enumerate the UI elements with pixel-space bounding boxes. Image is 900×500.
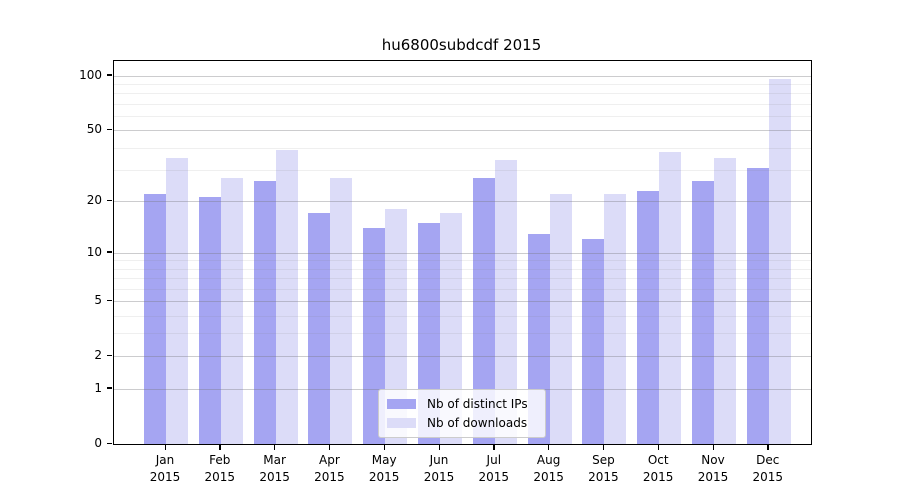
gridline-minor-3 [114, 333, 811, 335]
gridline-minor-80 [114, 93, 811, 95]
legend-label-downloads: Nb of downloads [427, 416, 528, 430]
gridline-minor-30 [114, 170, 811, 172]
bar-distinct-ips-jul [472, 178, 495, 444]
y-tick-label-50: 50 [86, 122, 102, 137]
chart-title: hu6800subdcdf 2015 [381, 36, 542, 54]
x-tick-mark-jan [164, 444, 166, 450]
bar-distinct-ips-oct [637, 190, 660, 444]
gridline-minor-70 [114, 104, 811, 105]
bar-downloads-nov [714, 158, 736, 444]
bar-distinct-ips-feb [198, 197, 221, 444]
gridline-major-10 [114, 252, 811, 254]
x-tick-mark-apr [328, 444, 331, 450]
gridline-major-20 [114, 201, 811, 203]
bar-downloads-jun [440, 213, 462, 444]
x-tick-mark-feb [219, 444, 221, 450]
y-tick-label-20: 20 [86, 193, 102, 208]
bar-distinct-ips-sep [582, 239, 605, 444]
gridline-minor-6 [114, 288, 811, 290]
x-tick-label-feb: Feb 2015 [204, 453, 236, 484]
bar-distinct-ips-mar [253, 181, 276, 444]
bar-downloads-sep [604, 193, 627, 444]
legend: Nb of distinct IPs Nb of downloads [378, 389, 546, 438]
x-tick-label-aug: Aug 2015 [533, 453, 564, 484]
x-tick-label-jun: Jun 2015 [423, 453, 455, 484]
bar-downloads-jul [494, 160, 517, 444]
y-tick-label-2: 2 [94, 348, 102, 363]
bar-downloads-aug [549, 193, 572, 444]
gridline-minor-9 [114, 260, 811, 262]
y-tick-mark-50 [107, 128, 112, 131]
x-tick-label-nov: Nov 2015 [697, 453, 729, 484]
bar-distinct-ips-dec [746, 167, 769, 444]
x-tick-label-oct: Oct 2015 [642, 453, 674, 484]
bar-downloads-may [385, 209, 408, 444]
y-tick-mark-2 [107, 354, 112, 357]
bar-downloads-apr [330, 178, 353, 444]
x-tick-mark-jun [438, 444, 440, 450]
bar-downloads-feb [220, 178, 243, 444]
x-tick-label-dec: Dec 2015 [752, 453, 784, 484]
legend-label-distinct-ips: Nb of distinct IPs [427, 397, 528, 411]
x-tick-label-may: May 2015 [368, 453, 400, 484]
y-tick-mark-100 [107, 74, 112, 76]
bar-distinct-ips-jan [144, 193, 166, 444]
bar-downloads-oct [659, 151, 682, 444]
y-tick-mark-10 [107, 251, 112, 253]
legend-swatch-distinct-ips [387, 399, 416, 409]
x-tick-mark-mar [274, 444, 276, 450]
x-tick-label-jan: Jan 2015 [149, 453, 181, 484]
y-tick-label-100: 100 [79, 67, 102, 82]
x-tick-mark-aug [548, 444, 550, 450]
gridline-minor-7 [114, 278, 811, 280]
bar-distinct-ips-nov [692, 181, 714, 444]
bar-distinct-ips-apr [308, 213, 331, 444]
gridline-major-100 [114, 75, 811, 77]
y-tick-mark-1 [107, 387, 112, 389]
x-tick-mark-jul [493, 444, 495, 450]
legend-item-distinct-ips: Nb of distinct IPs [387, 397, 535, 411]
x-tick-mark-nov [712, 444, 714, 450]
gridline-minor-4 [114, 315, 811, 317]
gridline-major-2 [114, 356, 811, 358]
x-tick-label-sep: Sep 2015 [588, 453, 619, 484]
x-tick-mark-dec [767, 444, 769, 450]
x-tick-mark-may [383, 444, 385, 450]
y-tick-label-5: 5 [94, 293, 102, 308]
y-tick-mark-5 [107, 299, 112, 301]
gridline-major-5 [114, 301, 811, 303]
y-tick-label-0: 0 [94, 436, 102, 450]
bar-distinct-ips-jun [418, 222, 440, 444]
gridline-major-50 [114, 130, 811, 132]
y-tick-mark-0 [107, 442, 112, 444]
y-tick-mark-20 [107, 199, 112, 201]
x-tick-label-jul: Jul 2015 [478, 453, 510, 484]
bar-downloads-dec [768, 79, 791, 444]
legend-swatch-downloads [387, 418, 416, 428]
gridline-minor-8 [114, 268, 811, 270]
gridline-minor-40 [114, 147, 811, 149]
plot-area: Nb of distinct IPs Nb of downloads [113, 60, 812, 445]
y-tick-label-10: 10 [86, 244, 102, 259]
x-tick-mark-sep [602, 444, 605, 450]
gridline-minor-60 [114, 116, 811, 118]
x-tick-mark-oct [657, 444, 659, 450]
gridline-minor-90 [114, 84, 811, 86]
bar-downloads-mar [275, 149, 298, 444]
x-tick-label-mar: Mar 2015 [259, 453, 290, 484]
y-tick-label-1: 1 [94, 380, 102, 395]
x-tick-label-apr: Apr 2015 [314, 453, 345, 484]
bar-downloads-jan [166, 158, 188, 444]
legend-item-downloads: Nb of downloads [387, 416, 535, 430]
